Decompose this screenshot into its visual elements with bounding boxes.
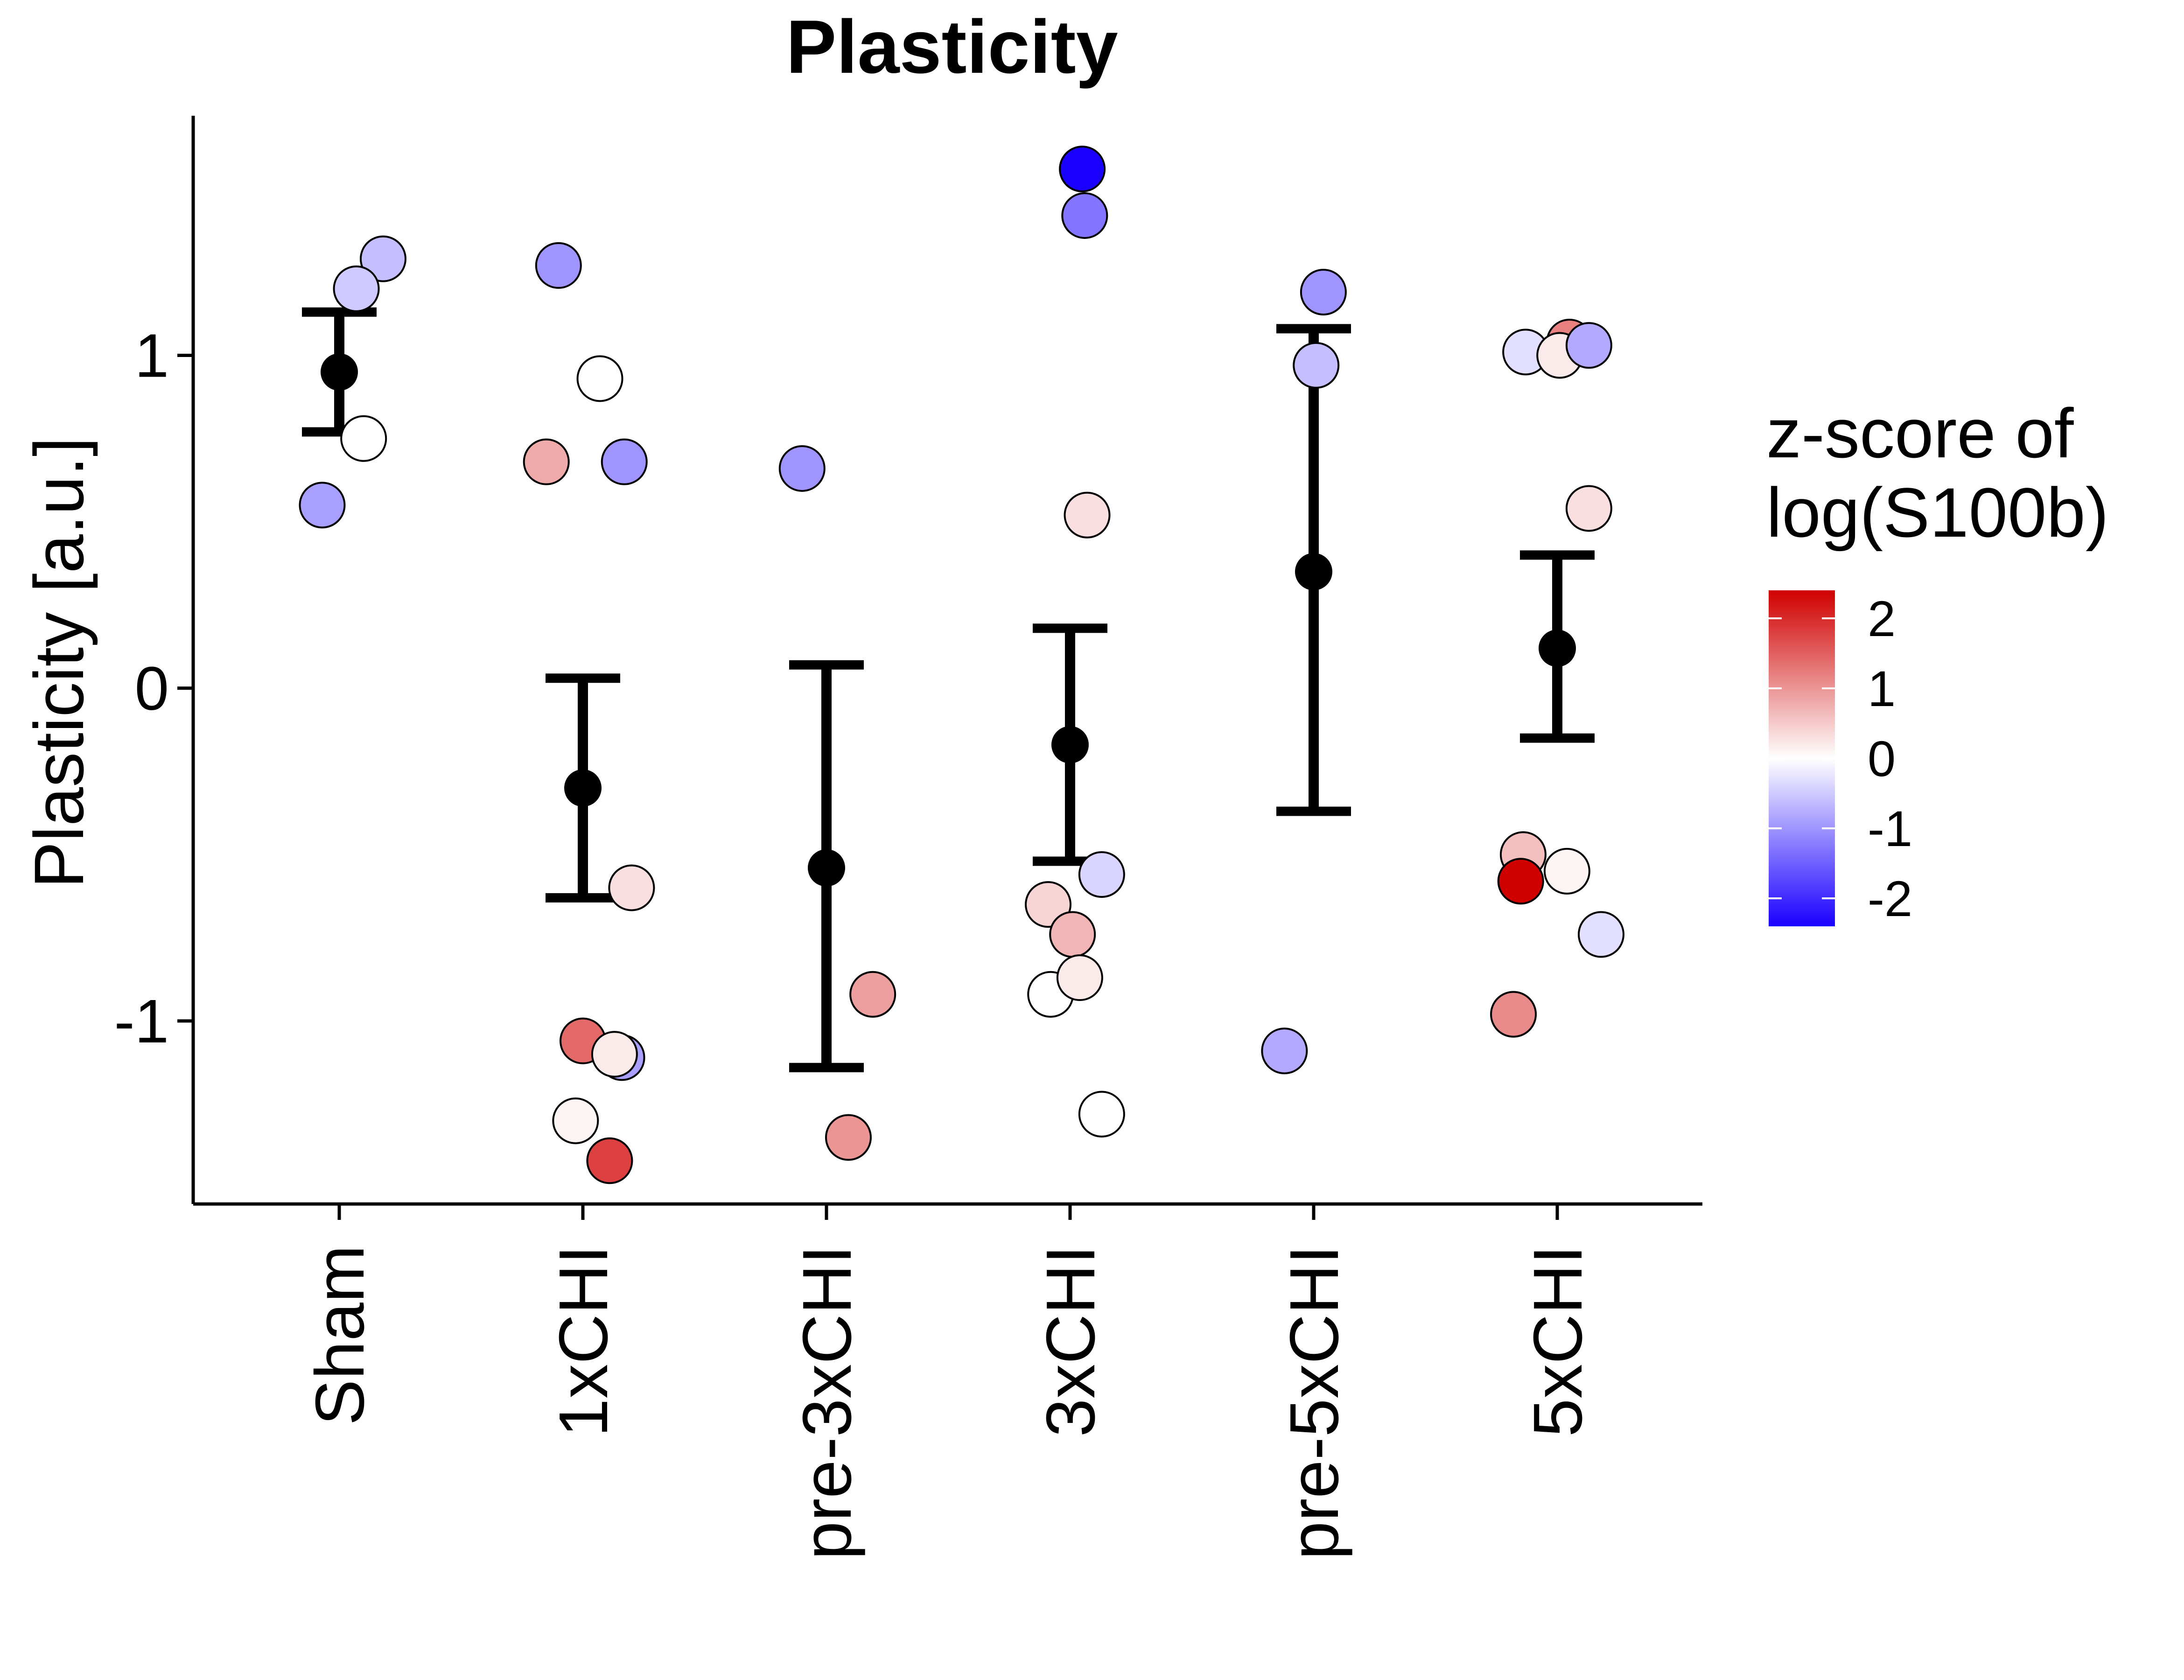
data-point	[1497, 858, 1544, 905]
y-tick-label: 0	[135, 654, 169, 723]
y-tick-label: 1	[135, 321, 169, 390]
data-point	[1261, 1027, 1308, 1074]
data-point	[1049, 911, 1096, 958]
data-point	[1565, 322, 1612, 369]
data-point	[849, 971, 896, 1018]
x-axis: Sham 1xCHI pre-3xCHI 3xCHI pre-5xCHI 5xCHI	[193, 1202, 1702, 1560]
legend-tick-label: 2	[1868, 590, 1896, 647]
data-point	[1059, 146, 1106, 193]
data-point	[1078, 1091, 1125, 1138]
mean-marker	[1539, 630, 1576, 667]
data-point	[1577, 911, 1624, 958]
data-point	[333, 265, 380, 312]
data-point	[1061, 192, 1108, 239]
data-point	[523, 438, 570, 485]
data-point	[552, 1097, 599, 1144]
data-point	[1064, 491, 1111, 539]
mean-markers	[321, 353, 1576, 887]
data-point	[1300, 268, 1347, 315]
y-tick-label: -1	[114, 987, 169, 1056]
data-point	[1543, 847, 1590, 895]
mean-marker	[564, 769, 602, 807]
colorbar-legend: z-score of log(S100b) 2 1 0 -1 -2	[1766, 394, 2109, 927]
x-tick-label: Sham	[301, 1245, 378, 1426]
chart-title: Plasticity	[786, 5, 1118, 89]
data-point	[340, 415, 387, 462]
mean-marker	[808, 849, 845, 887]
data-point	[1565, 485, 1612, 532]
mean-marker	[1295, 553, 1332, 591]
y-axis: -1 0 1	[114, 116, 195, 1204]
legend-title-line1: z-score of	[1766, 394, 2074, 472]
x-tick-label: 5xCHI	[1519, 1245, 1596, 1437]
error-bars	[302, 307, 1595, 1072]
data-point	[601, 438, 648, 485]
x-tick-label: pre-3xCHI	[789, 1245, 866, 1560]
data-point	[586, 1137, 633, 1184]
data-point	[778, 445, 826, 492]
x-tick-label: 3xCHI	[1032, 1245, 1109, 1437]
data-point	[359, 235, 406, 282]
data-point	[825, 1114, 872, 1161]
data-point	[1490, 991, 1537, 1038]
data-point	[608, 864, 655, 911]
legend-tick-label: -2	[1868, 870, 1912, 927]
data-point	[1056, 954, 1103, 1001]
data-point	[535, 242, 582, 289]
mean-marker	[321, 353, 358, 391]
data-point	[1293, 342, 1340, 389]
data-points	[299, 146, 1624, 1184]
mean-marker	[1051, 726, 1089, 763]
legend-tick-label: 0	[1868, 730, 1896, 787]
legend-tick-label: -1	[1868, 800, 1912, 857]
data-point	[299, 482, 346, 529]
data-point	[591, 1031, 638, 1078]
data-point	[1078, 851, 1125, 898]
y-axis-label: Plasticity [a.u.]	[20, 437, 98, 888]
x-tick-label: pre-5xCHI	[1276, 1245, 1353, 1560]
x-tick-label: 1xCHI	[545, 1245, 622, 1437]
legend-title-line2: log(S100b)	[1766, 473, 2109, 552]
data-point	[576, 355, 623, 402]
legend-tick-label: 1	[1868, 660, 1896, 717]
